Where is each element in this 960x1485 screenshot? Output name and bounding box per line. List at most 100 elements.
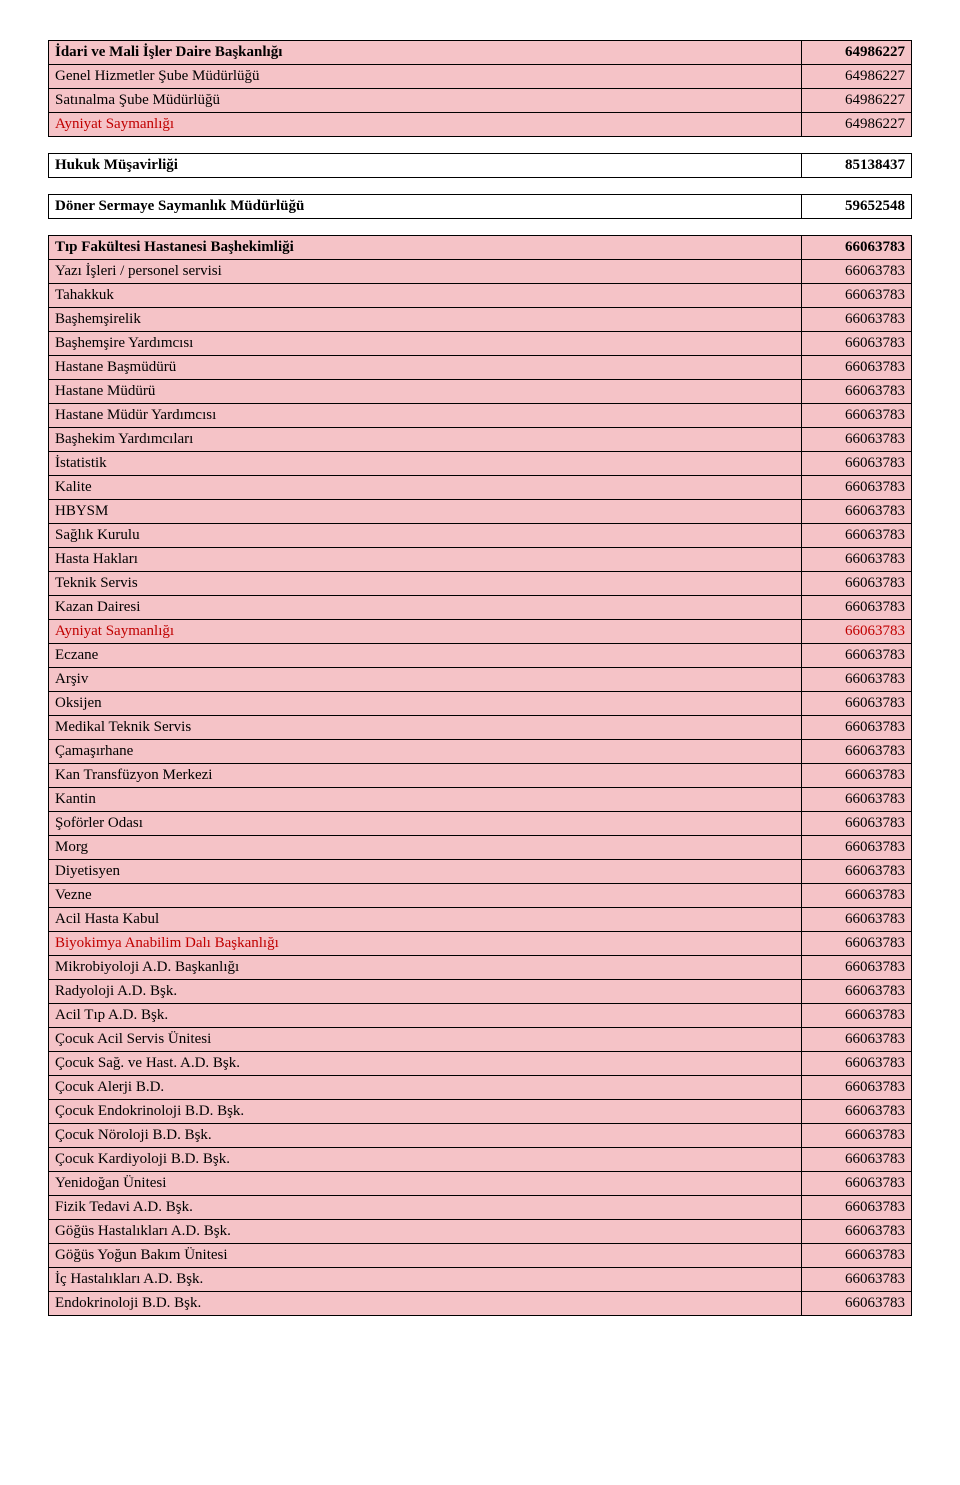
directory-label: Çocuk Acil Servis Ünitesi — [49, 1028, 802, 1052]
directory-label: Tahakkuk — [49, 284, 802, 308]
directory-label: Fizik Tedavi A.D. Bşk. — [49, 1196, 802, 1220]
directory-number: 66063783 — [802, 260, 912, 284]
directory-number: 66063783 — [802, 476, 912, 500]
table-row: Çocuk Sağ. ve Hast. A.D. Bşk.66063783 — [49, 1052, 912, 1076]
table-row: Yenidoğan Ünitesi66063783 — [49, 1172, 912, 1196]
table-row: Kalite66063783 — [49, 476, 912, 500]
table-row: HBYSM66063783 — [49, 500, 912, 524]
directory-label: Yazı İşleri / personel servisi — [49, 260, 802, 284]
directory-label: Hukuk Müşavirliği — [49, 154, 802, 178]
table-row: Hukuk Müşavirliği85138437 — [49, 154, 912, 178]
directory-number: 66063783 — [802, 716, 912, 740]
directory-number: 64986227 — [802, 41, 912, 65]
directory-label: Mikrobiyoloji A.D. Başkanlığı — [49, 956, 802, 980]
directory-label: Çocuk Endokrinoloji B.D. Bşk. — [49, 1100, 802, 1124]
table-row: Mikrobiyoloji A.D. Başkanlığı66063783 — [49, 956, 912, 980]
directory-label: Kalite — [49, 476, 802, 500]
table-row: Hastane Başmüdürü66063783 — [49, 356, 912, 380]
directory-number: 66063783 — [802, 1100, 912, 1124]
directory-number: 66063783 — [802, 1172, 912, 1196]
directory-label: Acil Tıp A.D. Bşk. — [49, 1004, 802, 1028]
directory-listing: İdari ve Mali İşler Daire Başkanlığı6498… — [48, 40, 912, 1316]
directory-number: 66063783 — [802, 572, 912, 596]
directory-label: Endokrinoloji B.D. Bşk. — [49, 1292, 802, 1316]
directory-group: Döner Sermaye Saymanlık Müdürlüğü5965254… — [48, 194, 912, 219]
directory-label: Ayniyat Saymanlığı — [49, 113, 802, 137]
table-row: Başhemşirelik66063783 — [49, 308, 912, 332]
table-row: Göğüs Yoğun Bakım Ünitesi66063783 — [49, 1244, 912, 1268]
table-row: Başhekim Yardımcıları66063783 — [49, 428, 912, 452]
directory-label: Hastane Müdür Yardımcısı — [49, 404, 802, 428]
directory-number: 66063783 — [802, 620, 912, 644]
directory-label: Döner Sermaye Saymanlık Müdürlüğü — [49, 195, 802, 219]
directory-number: 66063783 — [802, 1028, 912, 1052]
directory-label: Acil Hasta Kabul — [49, 908, 802, 932]
directory-number: 85138437 — [802, 154, 912, 178]
directory-label: Morg — [49, 836, 802, 860]
directory-number: 66063783 — [802, 236, 912, 260]
directory-label: Medikal Teknik Servis — [49, 716, 802, 740]
directory-label: Çocuk Nöroloji B.D. Bşk. — [49, 1124, 802, 1148]
directory-label: İdari ve Mali İşler Daire Başkanlığı — [49, 41, 802, 65]
table-row: Çocuk Nöroloji B.D. Bşk.66063783 — [49, 1124, 912, 1148]
directory-label: Çamaşırhane — [49, 740, 802, 764]
directory-number: 66063783 — [802, 908, 912, 932]
directory-label: Diyetisyen — [49, 860, 802, 884]
directory-group: Tıp Fakültesi Hastanesi Başhekimliği6606… — [48, 235, 912, 1316]
directory-number: 59652548 — [802, 195, 912, 219]
table-row: Fizik Tedavi A.D. Bşk.66063783 — [49, 1196, 912, 1220]
directory-number: 66063783 — [802, 1220, 912, 1244]
directory-number: 66063783 — [802, 308, 912, 332]
table-row: Radyoloji A.D. Bşk.66063783 — [49, 980, 912, 1004]
directory-number: 66063783 — [802, 836, 912, 860]
directory-label: Hasta Hakları — [49, 548, 802, 572]
table-row: Kantin66063783 — [49, 788, 912, 812]
directory-number: 66063783 — [802, 404, 912, 428]
directory-label: Hastane Müdürü — [49, 380, 802, 404]
directory-label: Ayniyat Saymanlığı — [49, 620, 802, 644]
directory-label: Çocuk Sağ. ve Hast. A.D. Bşk. — [49, 1052, 802, 1076]
directory-number: 66063783 — [802, 428, 912, 452]
table-row: Eczane66063783 — [49, 644, 912, 668]
directory-number: 66063783 — [802, 884, 912, 908]
table-row: Çocuk Kardiyoloji B.D. Bşk.66063783 — [49, 1148, 912, 1172]
directory-number: 66063783 — [802, 332, 912, 356]
directory-number: 66063783 — [802, 812, 912, 836]
directory-label: Teknik Servis — [49, 572, 802, 596]
directory-label: HBYSM — [49, 500, 802, 524]
directory-number: 64986227 — [802, 89, 912, 113]
directory-label: Eczane — [49, 644, 802, 668]
table-row: Arşiv66063783 — [49, 668, 912, 692]
table-row: Tahakkuk66063783 — [49, 284, 912, 308]
table-row: Kazan Dairesi66063783 — [49, 596, 912, 620]
directory-label: Oksijen — [49, 692, 802, 716]
table-row: Çocuk Acil Servis Ünitesi66063783 — [49, 1028, 912, 1052]
directory-label: Göğüs Yoğun Bakım Ünitesi — [49, 1244, 802, 1268]
table-row: Genel Hizmetler Şube Müdürlüğü64986227 — [49, 65, 912, 89]
directory-number: 66063783 — [802, 284, 912, 308]
table-row: Yazı İşleri / personel servisi66063783 — [49, 260, 912, 284]
directory-number: 66063783 — [802, 788, 912, 812]
directory-label: Sağlık Kurulu — [49, 524, 802, 548]
table-row: Çamaşırhane66063783 — [49, 740, 912, 764]
directory-number: 66063783 — [802, 980, 912, 1004]
directory-number: 66063783 — [802, 668, 912, 692]
table-row: Acil Tıp A.D. Bşk.66063783 — [49, 1004, 912, 1028]
directory-number: 66063783 — [802, 500, 912, 524]
table-row: Teknik Servis66063783 — [49, 572, 912, 596]
directory-number: 66063783 — [802, 356, 912, 380]
table-row: Ayniyat Saymanlığı64986227 — [49, 113, 912, 137]
directory-number: 66063783 — [802, 764, 912, 788]
table-row: İç Hastalıkları A.D. Bşk.66063783 — [49, 1268, 912, 1292]
directory-number: 66063783 — [802, 548, 912, 572]
directory-label: Başhekim Yardımcıları — [49, 428, 802, 452]
table-row: Biyokimya Anabilim Dalı Başkanlığı660637… — [49, 932, 912, 956]
directory-group: Hukuk Müşavirliği85138437 — [48, 153, 912, 178]
directory-label: İç Hastalıkları A.D. Bşk. — [49, 1268, 802, 1292]
table-row: Medikal Teknik Servis66063783 — [49, 716, 912, 740]
directory-label: Çocuk Kardiyoloji B.D. Bşk. — [49, 1148, 802, 1172]
directory-number: 66063783 — [802, 380, 912, 404]
directory-number: 66063783 — [802, 524, 912, 548]
table-row: Çocuk Endokrinoloji B.D. Bşk.66063783 — [49, 1100, 912, 1124]
directory-label: Kantin — [49, 788, 802, 812]
